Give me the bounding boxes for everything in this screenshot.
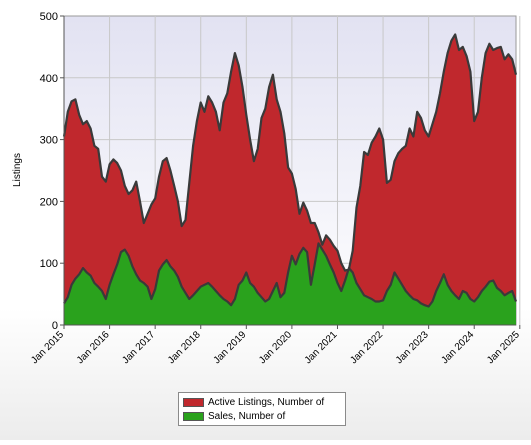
legend-label-active-listings: Active Listings, Number of <box>208 396 325 408</box>
legend-swatch-active-listings <box>183 397 204 407</box>
y-tick-label: 200 <box>40 196 58 208</box>
line-active-listings <box>62 33 518 272</box>
legend-label-sales: Sales, Number of <box>208 410 286 422</box>
legend-swatch-sales <box>183 411 204 421</box>
x-tick-label: Jan 2022 <box>348 329 385 366</box>
x-tick-label: Jan 2018 <box>166 329 203 366</box>
x-tick-label: Jan 2025 <box>485 329 522 366</box>
x-tick-label: Jan 2020 <box>257 329 294 366</box>
line-sales <box>63 242 518 308</box>
x-tick-label: Jan 2017 <box>120 329 157 366</box>
y-tick-label: 500 <box>40 11 58 23</box>
y-tick-label: 300 <box>40 135 58 147</box>
x-tick-label: Jan 2019 <box>212 329 249 366</box>
y-axis-label: Listings <box>12 153 23 187</box>
x-tick-label: Jan 2016 <box>75 329 112 366</box>
series-layer <box>62 33 518 325</box>
area-active-listings <box>64 34 516 325</box>
area-sales <box>64 243 516 325</box>
y-tick-label: 100 <box>40 258 58 270</box>
x-tick-label: Jan 2021 <box>303 329 340 366</box>
legend: Active Listings, Number of Sales, Number… <box>178 392 346 426</box>
x-tick-label: Jan 2023 <box>394 329 431 366</box>
x-tick-label: Jan 2024 <box>439 329 476 366</box>
y-tick-label: 400 <box>40 73 58 85</box>
y-tick-label: 0 <box>52 320 58 332</box>
legend-item-active-listings: Active Listings, Number of <box>183 395 341 409</box>
legend-item-sales: Sales, Number of <box>183 409 341 423</box>
x-tick-label: Jan 2015 <box>29 329 66 366</box>
